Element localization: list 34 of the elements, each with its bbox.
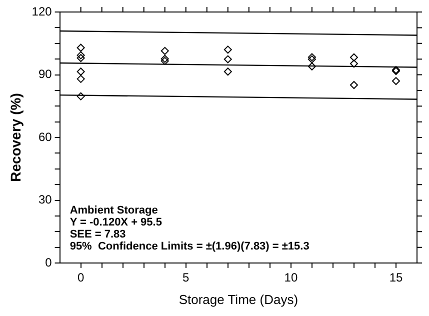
y-tick-label: 30 — [38, 192, 52, 207]
point — [224, 55, 232, 64]
point — [224, 68, 232, 76]
annotation: SEE = 7.83 — [70, 228, 126, 241]
point — [350, 81, 358, 89]
point — [76, 54, 85, 62]
point — [392, 77, 400, 86]
point — [308, 53, 316, 62]
point — [76, 51, 85, 60]
annotation: Y = -0.120X + 95.5 — [70, 216, 162, 229]
point — [160, 46, 169, 55]
x-tick-label: 15 — [389, 270, 403, 285]
point — [76, 68, 85, 76]
point — [308, 62, 316, 70]
x-tick-label: 10 — [284, 270, 298, 285]
x-tick-label: 0 — [77, 270, 84, 285]
annotation: 95% Confidence Limits = ±(1.96)(7.83) = ±15.3 — [70, 240, 310, 253]
point — [224, 46, 232, 54]
point — [350, 53, 358, 62]
point — [76, 44, 85, 52]
point — [308, 55, 316, 64]
point — [76, 92, 85, 100]
point — [76, 74, 85, 83]
point — [160, 54, 169, 63]
point — [160, 56, 169, 65]
point — [350, 60, 358, 68]
annotation: Ambient Storage — [70, 204, 158, 217]
y-tick-label: 90 — [38, 67, 52, 82]
y-tick-label: 0 — [45, 255, 52, 270]
x-axis-title: Storage Time (Days) — [178, 292, 298, 307]
y-tick-label: 120 — [32, 4, 52, 18]
x-tick-label: 5 — [182, 270, 190, 285]
y-tick-label: 60 — [38, 130, 52, 144]
y-axis-title: Recovery (%) — [7, 93, 24, 182]
